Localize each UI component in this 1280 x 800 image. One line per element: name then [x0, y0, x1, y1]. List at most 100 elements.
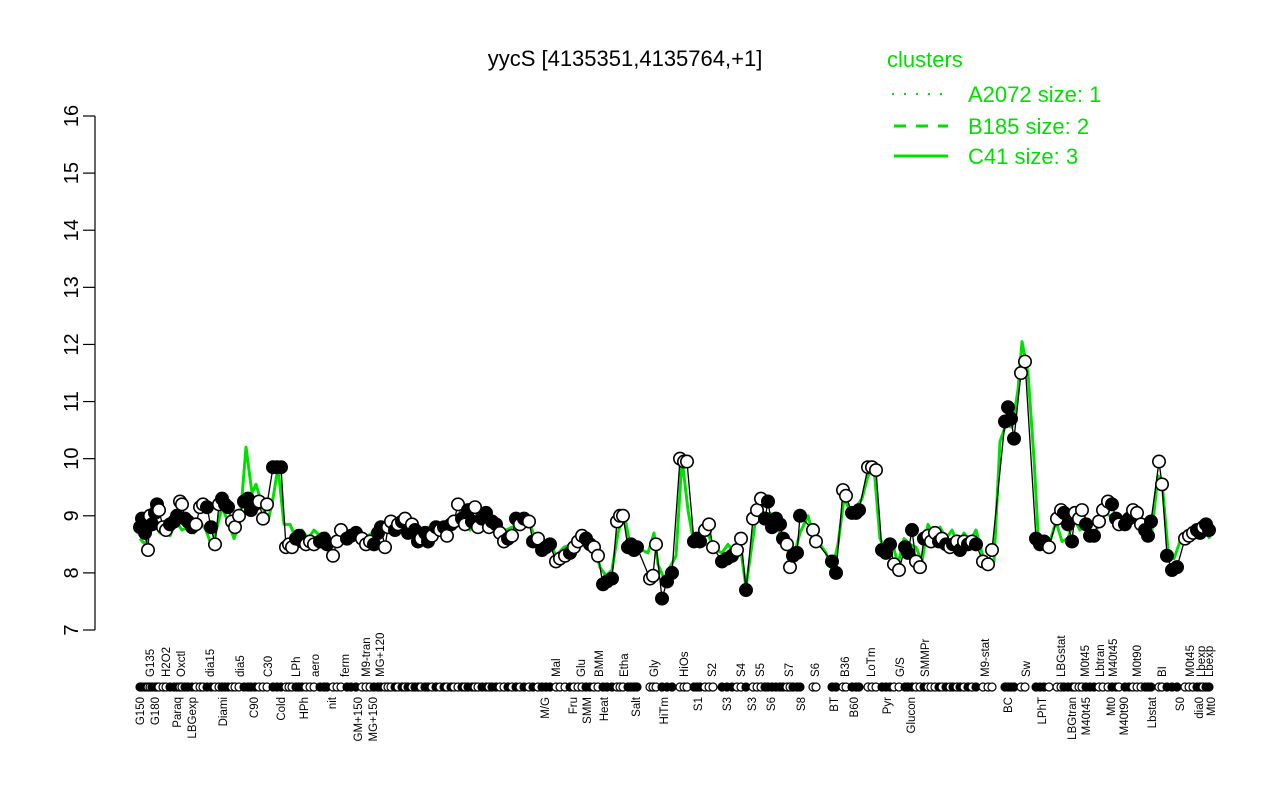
condition-label-lower: M/G [540, 697, 552, 719]
chart-title: yycS [4135351,4135764,+1] [488, 46, 763, 71]
rug-marker [1044, 682, 1054, 692]
data-point [851, 503, 866, 518]
condition-rug [135, 682, 1214, 692]
condition-label-upper: M0t45 [1185, 645, 1197, 677]
rug-marker [987, 682, 997, 692]
data-point [1017, 354, 1032, 369]
condition-label-lower: G150 [135, 697, 147, 725]
condition-label-upper: MG+120 [375, 633, 387, 677]
y-tick-label: 16 [61, 105, 83, 127]
data-points [133, 354, 1217, 606]
condition-label-lower: MG+150 [368, 697, 380, 741]
rug-marker [811, 682, 821, 692]
data-point [692, 534, 707, 549]
data-point [1092, 514, 1107, 529]
rug-marker [667, 682, 677, 692]
condition-label-upper: HiOs [679, 651, 691, 677]
condition-label-upper: dia5 [235, 655, 247, 677]
condition-label-lower: Lbstat [1147, 696, 1159, 728]
data-point [200, 500, 215, 515]
condition-label-upper: S2 [707, 663, 719, 677]
data-point [1061, 517, 1076, 532]
data-point [1130, 505, 1145, 520]
data-point [824, 554, 839, 569]
condition-label-upper: C30 [263, 656, 275, 677]
data-point [208, 537, 223, 552]
condition-label-lower: BC [1003, 697, 1015, 713]
condition-label-upper: S7 [784, 663, 796, 677]
condition-label-lower: Fru [568, 697, 580, 714]
y-tick-label: 8 [61, 567, 83, 578]
data-point [760, 494, 775, 509]
data-point [805, 523, 820, 538]
data-point [1170, 560, 1185, 575]
condition-label-upper: LoTm [866, 648, 878, 677]
rug-marker [854, 682, 864, 692]
condition-label-lower: M40t45 [1081, 697, 1093, 735]
data-point [615, 508, 630, 523]
condition-label-upper: Gly [649, 660, 661, 678]
condition-label-upper: Etha [619, 653, 631, 677]
condition-label-lower: LBGexp [187, 697, 199, 739]
condition-label-lower: Pyr [882, 697, 894, 714]
condition-label-lower: B60 [849, 697, 861, 717]
data-point [882, 537, 897, 552]
data-point [838, 488, 853, 503]
condition-label-upper: aero [310, 654, 322, 677]
y-tick-label: 7 [61, 624, 83, 635]
data-point [789, 545, 804, 560]
condition-label-lower: HPh [299, 697, 311, 719]
condition-label-upper: M40t45 [1108, 639, 1120, 677]
condition-label-upper: Sw [1021, 660, 1033, 677]
condition-label-upper: Lbexp [1204, 646, 1216, 677]
rug-marker [1172, 682, 1182, 692]
data-point [629, 540, 644, 555]
legend-entry-a2072: A2072 size: 1 [968, 82, 1101, 107]
data-point [900, 545, 915, 560]
y-axis: 7 8 9 10 11 12 13 14 15 16 [61, 105, 96, 636]
condition-label-lower: BT [829, 697, 841, 712]
data-point [1006, 431, 1021, 446]
condition-label-upper: LPh [291, 657, 303, 677]
condition-label-upper: S6 [810, 663, 822, 677]
condition-label-lower: dia0 [1194, 697, 1206, 719]
data-point [648, 537, 663, 552]
condition-label-lower: M40t90 [1119, 697, 1131, 735]
condition-label-upper: M9-stat [980, 638, 992, 677]
data-point [792, 508, 807, 523]
condition-label-upper: Glu [576, 659, 588, 677]
condition-label-lower: C90 [249, 697, 261, 718]
data-point [1013, 365, 1028, 380]
condition-label-lower: S3 [722, 697, 734, 711]
data-point [504, 528, 519, 543]
condition-label-upper: G/S [895, 657, 907, 677]
condition-label-upper: H2O2 [161, 647, 173, 677]
data-point [273, 460, 288, 475]
condition-label-upper: S4 [736, 662, 748, 677]
data-point [152, 503, 167, 518]
data-point [604, 571, 619, 586]
legend: clusters A2072 size: 1 B185 size: 2 C41 … [887, 47, 1101, 169]
data-point [782, 560, 797, 575]
condition-label-lower: Diami [218, 697, 230, 726]
data-point [1202, 523, 1217, 538]
data-point [733, 531, 748, 546]
data-point [984, 543, 999, 558]
data-point [980, 557, 995, 572]
condition-label-upper: SMMPr [920, 639, 932, 678]
condition-label-lower: SMM [582, 697, 594, 724]
data-point [259, 497, 274, 512]
data-point [467, 500, 482, 515]
condition-label-lower: S1 [693, 697, 705, 711]
rug-marker [1020, 682, 1030, 692]
condition-label-lower: Cold [276, 697, 288, 721]
condition-label-upper: M9-tran [361, 637, 373, 677]
condition-label-lower: Mt0 [1106, 697, 1118, 716]
condition-label-lower: G180 [150, 697, 162, 725]
condition-label-upper: BMM [594, 650, 606, 677]
condition-label-lower: S0 [1175, 697, 1187, 711]
data-point [868, 463, 883, 478]
data-point [1079, 517, 1094, 532]
condition-label-upper: M0t45 [1080, 645, 1092, 677]
condition-label-lower: LPhT [1037, 697, 1049, 725]
